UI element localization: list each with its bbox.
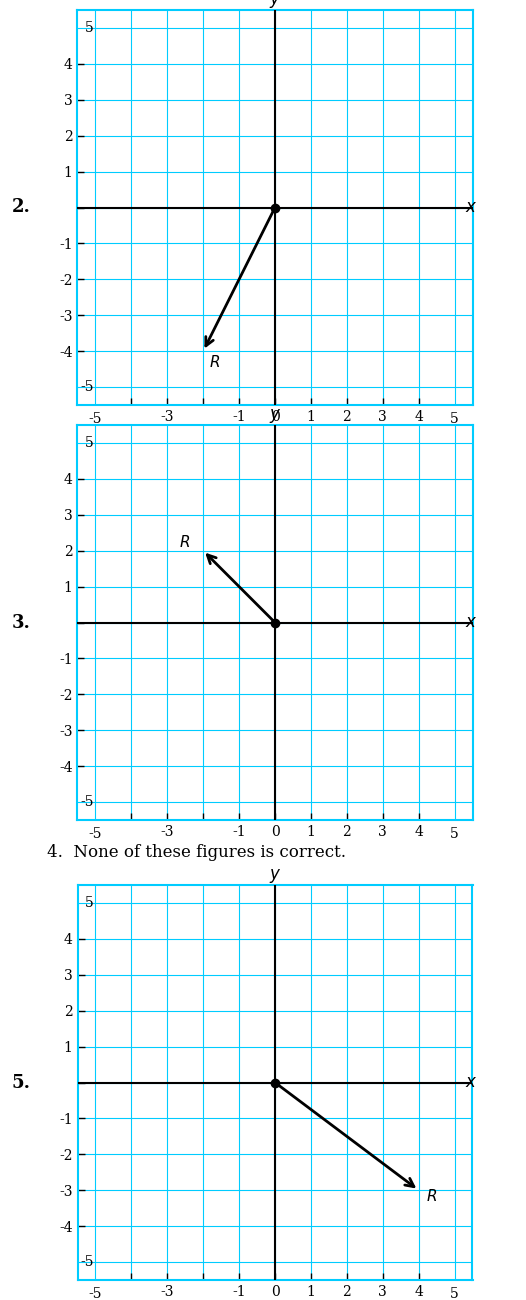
Text: 5: 5 xyxy=(450,412,459,426)
Text: $x$: $x$ xyxy=(466,1074,478,1091)
Text: 5: 5 xyxy=(85,21,94,35)
Text: $R$: $R$ xyxy=(426,1188,437,1204)
Text: 4.  None of these figures is correct.: 4. None of these figures is correct. xyxy=(47,844,346,861)
Text: -5: -5 xyxy=(89,827,102,841)
Text: 5.: 5. xyxy=(12,1074,31,1092)
Text: 5: 5 xyxy=(450,1287,459,1300)
Text: $y$: $y$ xyxy=(269,867,281,885)
Text: $R$: $R$ xyxy=(209,354,220,370)
Text: -5: -5 xyxy=(80,380,94,394)
Text: 2.: 2. xyxy=(12,199,31,217)
Text: $y$: $y$ xyxy=(269,0,281,10)
Text: -5: -5 xyxy=(80,796,94,809)
Text: 5: 5 xyxy=(85,436,94,450)
Text: $x$: $x$ xyxy=(466,614,478,630)
Text: 3.: 3. xyxy=(12,614,31,632)
Text: $x$: $x$ xyxy=(466,199,478,216)
Text: 5: 5 xyxy=(85,896,94,910)
Text: 5: 5 xyxy=(450,827,459,841)
Text: -5: -5 xyxy=(89,1287,102,1300)
Text: $y$: $y$ xyxy=(269,407,281,425)
Text: -5: -5 xyxy=(80,1254,94,1269)
Text: -5: -5 xyxy=(89,412,102,426)
Text: $R$: $R$ xyxy=(179,534,190,550)
